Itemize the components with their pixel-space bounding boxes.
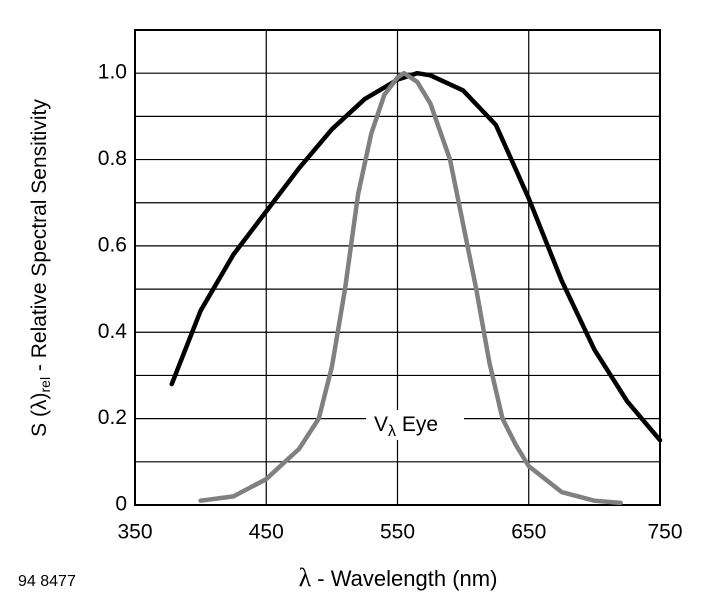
y-tick-label: 0.2 xyxy=(98,406,127,429)
y-label-text: - Relative Spectral Sensitivity xyxy=(28,99,51,377)
x-tick-label: 450 xyxy=(249,521,284,544)
y-axis-label: S (λ)rel - Relative Spectral Sensitivity xyxy=(28,99,53,437)
x-tick-label: 350 xyxy=(117,521,152,544)
annotation-v: V xyxy=(374,413,388,436)
y-tick-label: 1.0 xyxy=(98,61,127,84)
plot-frame xyxy=(134,29,661,506)
annotation-text: Eye xyxy=(396,413,438,436)
y-tick-label: 0.6 xyxy=(98,233,127,256)
x-tick-label: 650 xyxy=(511,521,546,544)
x-label-text: - Wavelength (nm) xyxy=(311,566,497,591)
x-tick-label: 750 xyxy=(647,521,682,544)
data-line xyxy=(198,70,623,506)
annotation-subscript: λ xyxy=(388,423,396,440)
x-label-symbol: λ xyxy=(299,563,312,592)
annotation-background xyxy=(366,410,464,440)
y-tick-label: 0.8 xyxy=(98,147,127,170)
x-axis-label: λ - Wavelength (nm) xyxy=(299,563,498,592)
x-tick-label: 550 xyxy=(380,521,415,544)
annotation: Vλ Eye xyxy=(374,413,438,441)
data-line xyxy=(169,70,663,443)
y-tick-label: 0.4 xyxy=(98,320,128,343)
figure-code: 94 8477 xyxy=(18,573,76,590)
y-tick-label: 0 xyxy=(115,493,127,516)
y-label-symbol: S (λ) xyxy=(28,393,51,437)
y-label-subscript: rel xyxy=(37,377,53,393)
